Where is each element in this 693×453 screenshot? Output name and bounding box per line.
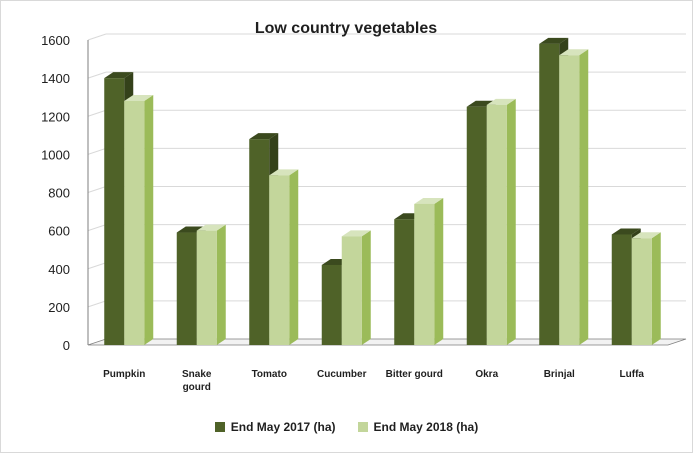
x-tick-label: Pumpkin bbox=[103, 369, 145, 380]
y-tick-label: 1400 bbox=[41, 71, 70, 86]
x-tick-label: Bitter gourd bbox=[386, 369, 443, 380]
y-tick-label: 400 bbox=[48, 262, 70, 277]
bar-2018 bbox=[414, 197, 444, 345]
y-tick-label: 1200 bbox=[41, 109, 70, 124]
y-tick-label: 0 bbox=[63, 338, 70, 353]
y-tick-label: 600 bbox=[48, 224, 70, 239]
bar-2018 bbox=[341, 230, 371, 345]
bar-2018 bbox=[124, 95, 154, 345]
gridline-side bbox=[87, 262, 107, 270]
gridline-side bbox=[87, 186, 107, 193]
legend-item-2017: End May 2017 (ha) bbox=[214, 420, 336, 434]
gridline-side bbox=[87, 71, 107, 79]
legend-swatch-2017 bbox=[214, 422, 225, 432]
bar-2018 bbox=[269, 169, 299, 345]
legend-label-2018: End May 2018 (ha) bbox=[373, 420, 479, 434]
x-tick-label: gourd bbox=[183, 382, 211, 393]
bar-2018 bbox=[196, 224, 226, 345]
y-tick-label: 200 bbox=[48, 300, 70, 315]
chart-legend: End May 2017 (ha) End May 2018 (ha) bbox=[0, 420, 693, 434]
gridline-side bbox=[87, 300, 107, 308]
x-tick-label: Tomato bbox=[252, 369, 287, 380]
y-tick-label: 1000 bbox=[41, 147, 70, 162]
gridline-side bbox=[87, 109, 107, 117]
x-tick-label: Snake bbox=[182, 369, 212, 380]
x-tick-label: Okra bbox=[475, 369, 498, 380]
bar-2018 bbox=[559, 49, 589, 345]
y-tick-label: 1600 bbox=[41, 33, 70, 48]
bar-2018 bbox=[631, 232, 661, 345]
gridline-side bbox=[87, 224, 107, 232]
legend-swatch-2018 bbox=[357, 422, 368, 432]
legend-item-2018: End May 2018 (ha) bbox=[357, 420, 479, 434]
x-tick-label: Cucumber bbox=[317, 369, 367, 380]
gridline-side bbox=[87, 147, 107, 155]
bar-2018 bbox=[486, 98, 516, 345]
chart-title: Low country vegetables bbox=[255, 20, 437, 37]
legend-label-2017: End May 2017 (ha) bbox=[230, 420, 336, 434]
y-tick-label: 800 bbox=[48, 186, 70, 201]
gridline-side bbox=[87, 33, 107, 41]
x-tick-label: Brinjal bbox=[544, 369, 575, 380]
x-tick-label: Luffa bbox=[620, 369, 645, 380]
